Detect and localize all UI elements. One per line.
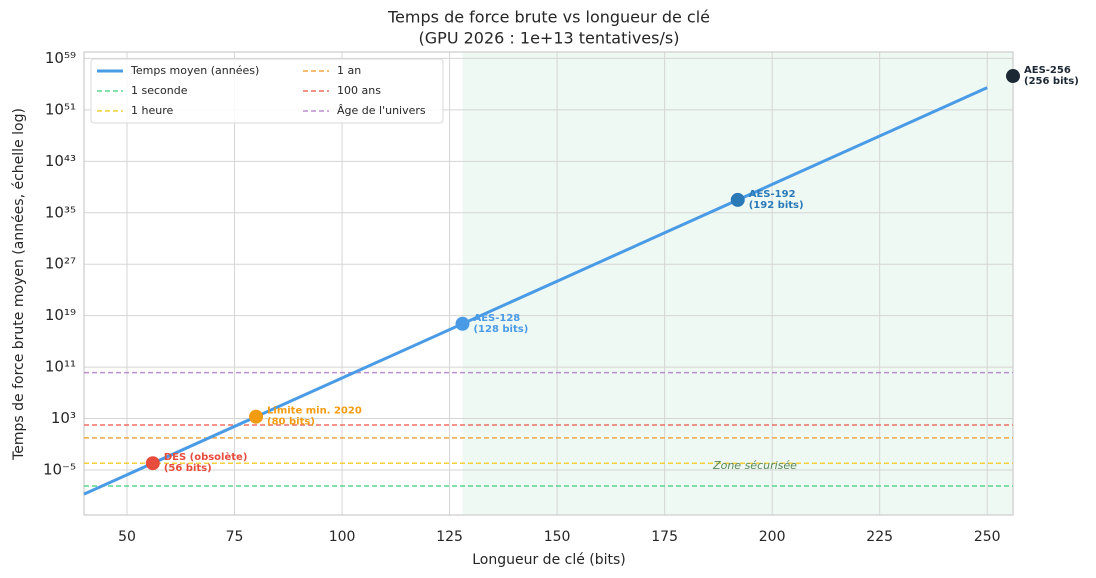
y-tick-label: 10¹¹ bbox=[45, 358, 76, 376]
y-tick-label: 10⁴³ bbox=[45, 152, 76, 170]
point-label: AES-256 bbox=[1024, 65, 1071, 76]
legend-label: 1 heure bbox=[131, 104, 173, 117]
x-tick-label: 125 bbox=[436, 529, 463, 545]
point-label: AES-128 bbox=[473, 313, 520, 324]
x-tick-label: 100 bbox=[329, 529, 356, 545]
y-tick-label: 10²⁷ bbox=[45, 255, 76, 273]
x-tick-label: 75 bbox=[226, 529, 244, 545]
legend-box bbox=[90, 58, 444, 124]
point-label: AES-192 bbox=[749, 189, 796, 200]
y-tick-label: 10¹⁹ bbox=[45, 306, 76, 324]
key-point bbox=[730, 192, 745, 207]
point-sublabel: (256 bits) bbox=[1024, 76, 1079, 87]
y-tick-label: 10⁻⁵ bbox=[43, 460, 76, 478]
y-axis-label: Temps de force brute moyen (années, éche… bbox=[11, 108, 27, 461]
x-tick-label: 50 bbox=[118, 529, 136, 545]
legend-label: 1 seconde bbox=[131, 84, 188, 97]
y-tick-label: 10³ bbox=[51, 409, 76, 427]
key-point bbox=[249, 409, 264, 424]
point-label: DES (obsolète) bbox=[164, 451, 248, 463]
x-tick-label: 175 bbox=[651, 529, 678, 545]
plot-frame bbox=[83, 51, 1014, 516]
point-label: Limite min. 2020 bbox=[267, 406, 362, 417]
x-tick-label: 225 bbox=[866, 529, 893, 545]
legend: Temps moyen (années) 1 seconde 1 heure 1 an… bbox=[90, 58, 444, 124]
point-sublabel: (80 bits) bbox=[267, 417, 315, 428]
secure-zone bbox=[462, 52, 1014, 515]
x-tick-label: 200 bbox=[759, 529, 786, 545]
secure-zone-label: Zone sécurisée bbox=[712, 459, 797, 472]
chart-subtitle: (GPU 2026 : 1e+13 tentatives/s) bbox=[419, 29, 680, 48]
point-sublabel: (56 bits) bbox=[164, 463, 212, 474]
y-tick-label: 10³⁵ bbox=[45, 203, 76, 221]
point-sublabel: (128 bits) bbox=[473, 324, 528, 335]
key-point bbox=[455, 316, 470, 331]
x-tick-label: 150 bbox=[544, 529, 571, 545]
key-point bbox=[145, 456, 160, 471]
y-tick-label: 10⁵⁹ bbox=[45, 49, 76, 67]
x-axis-label: Longueur de clé (bits) bbox=[472, 552, 626, 568]
y-tick-label: 10⁵¹ bbox=[45, 100, 76, 118]
key-point bbox=[1006, 69, 1020, 84]
legend-label: 100 ans bbox=[337, 84, 381, 97]
x-tick-label: 250 bbox=[974, 529, 1001, 545]
point-sublabel: (192 bits) bbox=[749, 200, 804, 211]
legend-label: 1 an bbox=[337, 64, 361, 77]
chart-title: Temps de force brute vs longueur de clé bbox=[387, 8, 710, 27]
legend-label: Temps moyen (années) bbox=[130, 64, 259, 77]
legend-label: Âge de l'univers bbox=[337, 104, 426, 117]
